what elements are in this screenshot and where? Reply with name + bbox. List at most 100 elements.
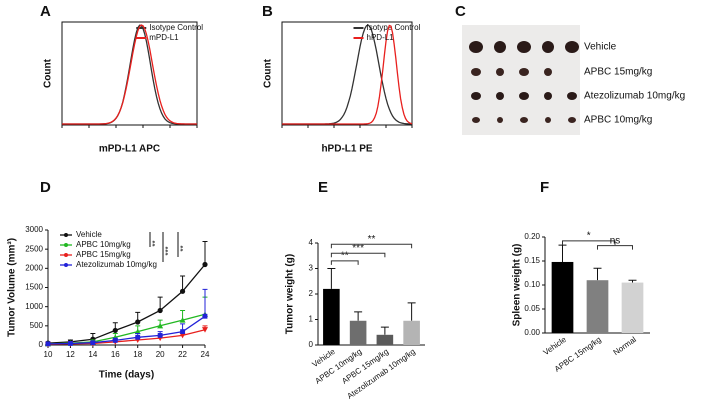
error-bar <box>593 267 602 281</box>
significance-label: ** <box>151 240 160 246</box>
panel-letter: A <box>40 3 51 20</box>
marker <box>179 317 186 323</box>
significance-label: * <box>587 230 591 241</box>
y-tick-label: 4 <box>309 238 314 247</box>
panel-letter: D <box>40 179 51 196</box>
row-label: Vehicle <box>584 42 617 53</box>
tumor <box>544 92 552 100</box>
tumor <box>544 68 552 76</box>
marker <box>179 288 186 294</box>
y-tick-label: 1500 <box>25 283 43 292</box>
row-label: APBC 10mg/kg <box>584 115 652 126</box>
x-tick-label: 22 <box>178 350 187 359</box>
x-tick-label: Vehicle <box>542 335 569 357</box>
y-tick-label: 3000 <box>25 225 43 234</box>
marker <box>202 261 208 268</box>
error-bar <box>407 302 416 321</box>
tumor <box>565 41 579 53</box>
x-axis-label: Time (days) <box>99 370 154 381</box>
x-tick-label: 14 <box>88 350 97 359</box>
tumor <box>519 92 529 100</box>
x-axis-label: hPD-L1 PE <box>321 144 372 155</box>
panel-letter: C <box>455 3 466 20</box>
error-bar <box>628 279 637 283</box>
bar <box>586 280 609 333</box>
legend-label: Atezolizumab 10mg/kg <box>76 260 157 269</box>
legend-label: Isotype Control <box>149 23 203 32</box>
tumor <box>469 41 483 53</box>
error-bar <box>380 326 389 335</box>
legend-marker <box>64 243 68 247</box>
tumor <box>520 117 528 123</box>
y-axis-label: Count <box>43 58 54 88</box>
plot-frame <box>281 21 413 126</box>
legend-marker <box>64 233 68 237</box>
marker <box>157 333 163 338</box>
error-bar <box>202 288 208 317</box>
marker <box>135 334 141 340</box>
tumor <box>567 92 577 100</box>
x-axis-label: mPD-L1 APC <box>99 144 160 155</box>
error-bar <box>558 244 567 262</box>
y-tick-label: 2000 <box>25 263 43 272</box>
bar <box>403 320 420 345</box>
tumor <box>517 41 531 53</box>
histogram-curve <box>62 24 197 125</box>
row-label: Atezolizumab 10mg/kg <box>584 91 685 102</box>
tumor <box>542 41 554 53</box>
panel-letter: E <box>318 179 328 196</box>
marker <box>157 322 164 329</box>
x-tick-label: 10 <box>44 350 53 359</box>
y-tick-label: 0.00 <box>524 328 540 337</box>
y-axis-label: Count <box>263 58 274 88</box>
tumor <box>497 117 503 123</box>
y-tick-label: 2500 <box>25 244 43 253</box>
y-axis-label: Tumor Volume (mm³) <box>7 238 18 337</box>
x-tick-label: 18 <box>133 350 142 359</box>
marker <box>179 332 186 339</box>
x-tick-label: 24 <box>201 350 210 359</box>
legend-label: APBC 10mg/kg <box>76 240 131 249</box>
y-tick-label: 2 <box>309 289 314 298</box>
panel-letter: B <box>262 3 273 20</box>
tumor <box>496 68 504 76</box>
legend-label: mPD-L1 <box>149 33 179 42</box>
legend-label: hPD-L1 <box>367 33 395 42</box>
x-tick-label: Normal <box>612 335 638 357</box>
tumor <box>568 117 576 123</box>
y-tick-label: 3 <box>309 264 314 273</box>
tumor <box>494 41 506 53</box>
y-tick-label: 500 <box>30 321 44 330</box>
bar <box>621 282 644 333</box>
y-tick-label: 0 <box>39 340 44 349</box>
significance-bracket <box>330 252 386 258</box>
y-tick-label: 0.05 <box>524 304 540 313</box>
significance-label: *** <box>164 246 173 255</box>
marker <box>90 340 96 346</box>
x-tick-label: 20 <box>156 350 165 359</box>
marker <box>112 338 118 343</box>
bar <box>551 261 574 333</box>
plot-frame <box>61 21 198 126</box>
significance-bracket <box>562 240 616 245</box>
marker <box>135 319 141 325</box>
series-line <box>47 315 206 345</box>
error-bar <box>327 268 336 289</box>
bar <box>349 320 367 345</box>
bar <box>376 334 394 345</box>
y-axis-label: Spleen weight (g) <box>512 244 523 327</box>
marker <box>68 341 73 346</box>
tumor <box>471 92 481 100</box>
y-tick-label: 0.20 <box>524 232 540 241</box>
x-tick-label: 16 <box>111 350 120 359</box>
significance-label: *** <box>352 243 364 254</box>
marker <box>180 329 185 334</box>
y-tick-label: 1000 <box>25 302 43 311</box>
significance-label: ** <box>179 245 188 251</box>
marker <box>45 341 51 347</box>
marker <box>112 327 118 334</box>
significance-bracket <box>597 245 633 250</box>
significance-label: ns <box>610 235 621 246</box>
error-bar <box>202 241 208 265</box>
